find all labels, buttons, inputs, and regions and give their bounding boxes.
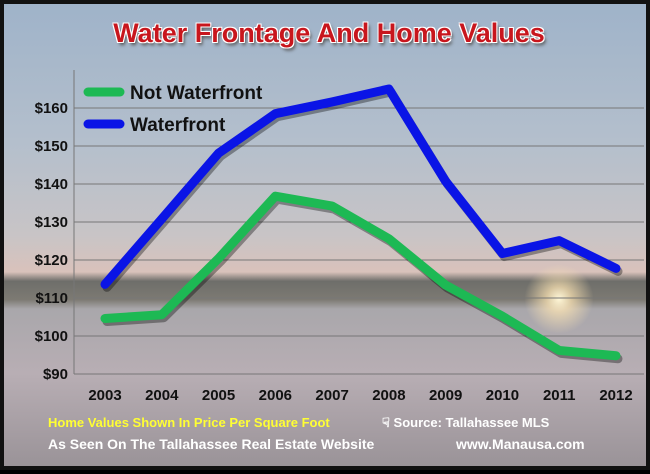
y-tick-label: $110	[35, 290, 68, 307]
x-tick-label: 2009	[429, 387, 462, 404]
y-tick-label: $150	[35, 138, 68, 155]
y-tick-label: $90	[43, 366, 68, 383]
y-tick-label: $100	[35, 328, 68, 345]
source-note: ☟ Source: Tallahassee MLS	[382, 415, 549, 431]
x-tick-label: 2010	[486, 387, 519, 404]
website-link[interactable]: www.Manausa.com	[456, 436, 585, 452]
x-tick-label: 2007	[315, 387, 348, 404]
line-chart: $90 $100 $110 $120 $130 $140 $150 $160 2003 2004 2…	[4, 4, 650, 474]
y-tick-label: $120	[35, 252, 68, 269]
source-text: Source: Tallahassee MLS	[394, 415, 550, 430]
y-tick-label: $140	[35, 176, 68, 193]
x-tick-label: 2006	[259, 387, 292, 404]
x-tick-label: 2004	[145, 387, 179, 404]
units-note: Home Values Shown In Price Per Square Fo…	[48, 415, 330, 430]
series-line-not-waterfront	[105, 196, 616, 356]
y-tick-label: $130	[35, 214, 68, 231]
x-tick-label: 2003	[88, 387, 121, 404]
seen-on-note: As Seen On The Tallahassee Real Estate W…	[48, 436, 374, 452]
x-tick-label: 2008	[372, 387, 405, 404]
legend-label: Not Waterfront	[130, 83, 263, 104]
y-tick-label: $160	[35, 100, 68, 117]
x-tick-label: 2012	[599, 387, 632, 404]
hand-icon: ☟	[382, 415, 394, 430]
x-tick-label: 2005	[202, 387, 235, 404]
legend-label: Waterfront	[130, 115, 226, 136]
x-tick-label: 2011	[543, 387, 576, 404]
